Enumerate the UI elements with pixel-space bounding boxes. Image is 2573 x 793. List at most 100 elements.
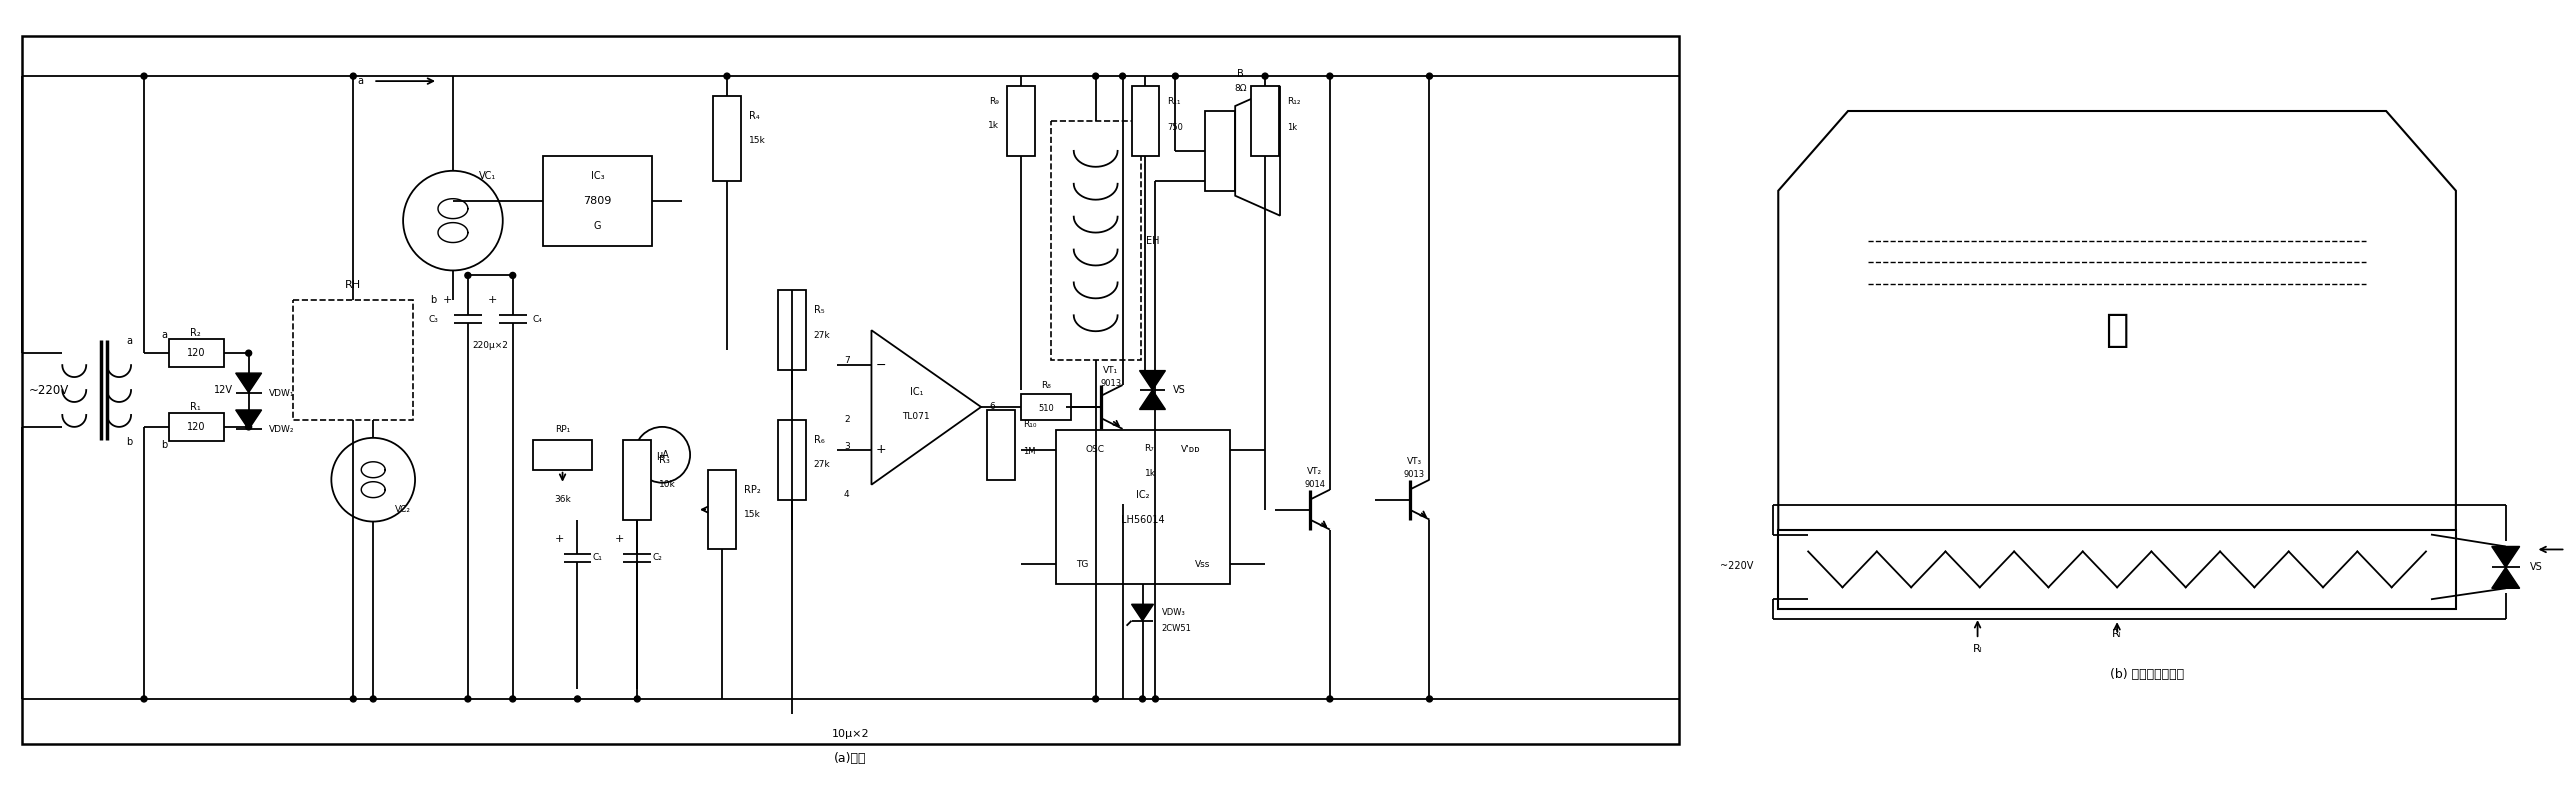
- Circle shape: [574, 696, 581, 702]
- Bar: [988, 410, 1014, 480]
- Text: OSC: OSC: [1086, 446, 1104, 454]
- Bar: [1204, 111, 1235, 191]
- Circle shape: [371, 696, 376, 702]
- Text: VS: VS: [1173, 385, 1186, 395]
- Circle shape: [1425, 696, 1433, 702]
- Text: 4: 4: [844, 490, 849, 499]
- Bar: [543, 156, 651, 246]
- Text: +: +: [489, 295, 497, 305]
- Text: VT₁: VT₁: [1104, 366, 1119, 374]
- Text: 510: 510: [1037, 404, 1055, 413]
- Bar: [293, 301, 414, 420]
- Circle shape: [636, 427, 690, 483]
- Text: b: b: [126, 437, 131, 446]
- Text: C₃: C₃: [427, 315, 437, 324]
- Text: R₈: R₈: [1042, 381, 1050, 389]
- Text: R₁: R₁: [190, 402, 201, 412]
- Circle shape: [404, 170, 502, 270]
- Bar: [1021, 394, 1070, 420]
- Text: VDW₂: VDW₂: [268, 425, 293, 435]
- Bar: [170, 339, 224, 367]
- Text: TL071: TL071: [903, 412, 929, 421]
- Text: ~220V: ~220V: [28, 384, 69, 396]
- Circle shape: [466, 273, 471, 278]
- Text: RP₁: RP₁: [556, 425, 571, 435]
- Circle shape: [466, 696, 471, 702]
- Polygon shape: [1140, 370, 1166, 390]
- Text: 15k: 15k: [744, 510, 762, 519]
- Text: a: a: [358, 76, 363, 86]
- Bar: [623, 440, 651, 519]
- Circle shape: [1094, 696, 1099, 702]
- Bar: [777, 420, 805, 500]
- Circle shape: [350, 73, 355, 79]
- Text: 1k: 1k: [1145, 469, 1155, 478]
- Text: a: a: [126, 336, 131, 347]
- Text: 2CW51: 2CW51: [1160, 623, 1191, 633]
- Text: VC₁: VC₁: [479, 170, 497, 181]
- Text: 6: 6: [988, 403, 996, 412]
- Text: C₁: C₁: [592, 553, 602, 562]
- Text: 15k: 15k: [749, 136, 767, 145]
- Polygon shape: [1235, 86, 1279, 216]
- Text: 36k: 36k: [553, 495, 571, 504]
- Bar: [713, 96, 741, 181]
- Text: VT₂: VT₂: [1307, 467, 1323, 477]
- Polygon shape: [872, 330, 980, 485]
- Text: 120: 120: [188, 348, 206, 358]
- Text: 2: 2: [844, 416, 849, 424]
- Text: Rₗ: Rₗ: [2112, 629, 2123, 639]
- Bar: [533, 440, 592, 469]
- Text: RH: RH: [345, 281, 360, 290]
- Text: a: a: [162, 330, 167, 340]
- Text: VC₂: VC₂: [396, 505, 412, 514]
- Text: b: b: [430, 295, 437, 305]
- Circle shape: [1328, 696, 1333, 702]
- Text: 27k: 27k: [813, 460, 831, 469]
- Text: 7: 7: [844, 355, 849, 365]
- Polygon shape: [1132, 604, 1153, 621]
- Text: μA: μA: [656, 450, 669, 460]
- Bar: [1050, 121, 1140, 360]
- Text: IC₁: IC₁: [908, 387, 924, 397]
- Polygon shape: [2491, 546, 2519, 568]
- Text: 9013: 9013: [1101, 378, 1122, 388]
- Text: R₁₀: R₁₀: [1024, 420, 1037, 429]
- Circle shape: [723, 73, 731, 79]
- Circle shape: [244, 351, 252, 356]
- Text: 750: 750: [1168, 124, 1184, 132]
- Text: +: +: [556, 534, 563, 545]
- Text: R₁₂: R₁₂: [1286, 97, 1299, 105]
- Text: 9014: 9014: [1305, 481, 1325, 489]
- Text: VDW₃: VDW₃: [1160, 607, 1186, 617]
- Circle shape: [509, 273, 515, 278]
- Text: Rₗ: Rₗ: [1973, 644, 1981, 654]
- Text: VS: VS: [2529, 562, 2542, 573]
- Text: 1k: 1k: [988, 121, 998, 131]
- Circle shape: [1140, 696, 1145, 702]
- Polygon shape: [237, 410, 262, 429]
- Text: 9013: 9013: [1405, 470, 1425, 479]
- Bar: [170, 413, 224, 441]
- Text: 220μ×2: 220μ×2: [471, 341, 507, 350]
- Bar: [1109, 434, 1137, 504]
- Bar: [1006, 86, 1034, 156]
- Text: 3: 3: [844, 442, 849, 451]
- Text: 8Ω: 8Ω: [1235, 83, 1245, 93]
- Text: 120: 120: [188, 422, 206, 432]
- Text: (b) 加湿装置示意图: (b) 加湿装置示意图: [2110, 668, 2184, 680]
- Bar: [1778, 530, 2455, 609]
- Text: RP₂: RP₂: [744, 485, 762, 495]
- Text: VDW₁: VDW₁: [268, 389, 293, 397]
- Bar: [1250, 86, 1279, 156]
- Text: B: B: [1238, 69, 1243, 79]
- Text: R₉: R₉: [988, 97, 998, 105]
- Text: LH56014: LH56014: [1122, 515, 1166, 524]
- Text: IC₂: IC₂: [1135, 489, 1150, 500]
- Text: R₇: R₇: [1145, 444, 1155, 454]
- Circle shape: [1119, 73, 1124, 79]
- Text: +: +: [877, 443, 888, 456]
- Text: +: +: [615, 534, 625, 545]
- Text: 1M: 1M: [1024, 447, 1034, 456]
- Bar: [23, 36, 1678, 744]
